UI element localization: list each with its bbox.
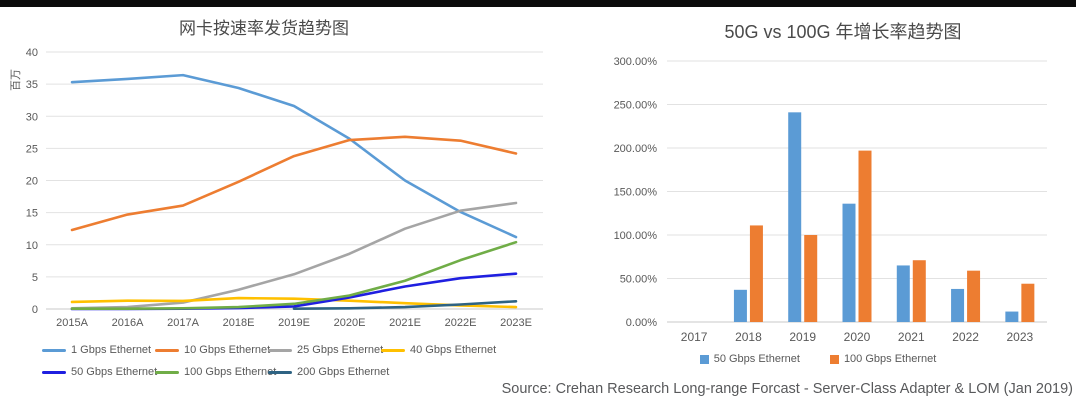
x-tick-label: 2022E xyxy=(445,317,477,329)
legend-swatch-icon xyxy=(699,354,709,364)
legend-swatch-icon xyxy=(381,348,405,352)
y-axis-title: 百万 xyxy=(10,69,22,91)
legend-label: 10 Gbps Ethernet xyxy=(184,344,271,356)
x-tick-label: 2017 xyxy=(681,330,708,344)
legend-item-100-gbps-ethernet: 100 Gbps Ethernet xyxy=(155,366,276,378)
series-line-100-gbps-ethernet xyxy=(70,240,518,310)
legend-item-200-gbps-ethernet: 200 Gbps Ethernet xyxy=(268,366,389,378)
y-tick-label: 150.00% xyxy=(614,187,658,199)
y-tick-label: 5 xyxy=(32,272,38,284)
legend-item-100-gbps-ethernet: 100 Gbps Ethernet xyxy=(829,353,937,365)
x-tick-label: 2021 xyxy=(898,330,925,344)
x-tick-label: 2020E xyxy=(334,317,366,329)
legend-swatch-icon xyxy=(155,370,179,374)
legend-item-1-gbps-ethernet: 1 Gbps Ethernet xyxy=(42,344,151,356)
bar-2021-50-gbps-ethernet xyxy=(896,265,910,322)
bar-chart-title: 50G vs 100G 年增长率趋势图 xyxy=(724,22,962,42)
bar-2021-100-gbps-ethernet xyxy=(912,260,926,322)
line-chart-plot: 0 5 10 15 20 25 30 35 40 百万 2015A 2016A 2017A 2018E 20… xyxy=(10,47,543,329)
legend-label: 100 Gbps Ethernet xyxy=(184,366,277,378)
line-chart-title: 网卡按速率发货趋势图 xyxy=(179,19,349,38)
series-line-25-gbps-ethernet xyxy=(70,201,518,310)
x-tick-label: 2015A xyxy=(56,317,88,329)
bar-2023-100-gbps-ethernet xyxy=(1021,283,1035,322)
y-tick-label: 35 xyxy=(26,79,38,91)
legend-swatch-icon xyxy=(155,348,179,352)
y-tick-label: 40 xyxy=(26,47,38,59)
x-tick-label: 2019E xyxy=(278,317,310,329)
series-line-1-gbps-ethernet xyxy=(70,73,518,239)
x-tick-label: 2023E xyxy=(500,317,532,329)
x-tick-label: 2020 xyxy=(844,330,871,344)
y-tick-label: 10 xyxy=(26,240,38,252)
legend-item-10-gbps-ethernet: 10 Gbps Ethernet xyxy=(155,344,270,356)
legend-label: 1 Gbps Ethernet xyxy=(71,344,152,356)
legend-swatch-icon xyxy=(42,370,66,374)
legend-swatch-icon xyxy=(829,354,839,364)
y-tick-label: 15 xyxy=(26,208,38,220)
y-tick-label: 250.00% xyxy=(614,100,658,112)
x-tick-label: 2022 xyxy=(952,330,979,344)
legend-label: 25 Gbps Ethernet xyxy=(297,344,384,356)
legend-swatch-icon xyxy=(268,348,292,352)
x-tick-label: 2016A xyxy=(112,317,144,329)
y-tick-label: 200.00% xyxy=(614,143,658,155)
bar-chart-legend: 50 Gbps Ethernet 100 Gbps Ethernet xyxy=(560,353,1076,365)
y-tick-label: 0.00% xyxy=(626,317,657,329)
bar-2020-50-gbps-ethernet xyxy=(842,203,856,322)
legend-item-50-gbps-ethernet: 50 Gbps Ethernet xyxy=(42,366,157,378)
y-tick-label: 300.00% xyxy=(614,56,658,68)
legend-label: 100 Gbps Ethernet xyxy=(843,353,937,365)
top-black-bar xyxy=(0,0,1076,7)
bar-2020-100-gbps-ethernet xyxy=(858,150,872,322)
bar-2022-50-gbps-ethernet xyxy=(951,288,965,322)
legend-item-50-gbps-ethernet: 50 Gbps Ethernet xyxy=(699,353,800,365)
y-tick-label: 20 xyxy=(26,176,38,188)
bar-chart-plot: 0.00% 50.00% 100.00% 150.00% 200.00% 250.00% 3… xyxy=(614,56,1047,344)
legend-label: 50 Gbps Ethernet xyxy=(71,366,158,378)
x-tick-label: 2023 xyxy=(1007,330,1034,344)
y-tick-label: 30 xyxy=(26,111,38,123)
bar-2018-100-gbps-ethernet xyxy=(749,225,763,322)
x-tick-label: 2018 xyxy=(735,330,762,344)
legend-swatch-icon xyxy=(42,348,66,352)
y-tick-label: 100.00% xyxy=(614,230,658,242)
x-tick-label: 2017A xyxy=(167,317,199,329)
x-tick-label: 2021E xyxy=(389,317,421,329)
legend-item-25-gbps-ethernet: 25 Gbps Ethernet xyxy=(268,344,383,356)
source-note: Source: Crehan Research Long-range Forca… xyxy=(501,381,1073,397)
y-tick-label: 25 xyxy=(26,143,38,155)
bar-2019-50-gbps-ethernet xyxy=(788,112,802,322)
series-line-10-gbps-ethernet xyxy=(70,135,518,232)
legend-label: 200 Gbps Ethernet xyxy=(297,366,390,378)
x-tick-label: 2018E xyxy=(223,317,255,329)
bar-2023-50-gbps-ethernet xyxy=(1005,311,1019,322)
x-tick-label: 2019 xyxy=(789,330,816,344)
legend-swatch-icon xyxy=(268,370,292,374)
y-tick-label: 0 xyxy=(32,304,38,316)
legend-label: 40 Gbps Ethernet xyxy=(410,344,497,356)
line-chart-legend: 1 Gbps Ethernet 10 Gbps Ethernet 25 Gbps E… xyxy=(0,344,560,388)
bar-2018-50-gbps-ethernet xyxy=(733,289,747,322)
bar-2022-100-gbps-ethernet xyxy=(967,270,981,322)
y-tick-label: 50.00% xyxy=(620,274,658,286)
bar-2019-100-gbps-ethernet xyxy=(804,235,818,322)
series-line-200-gbps-ethernet xyxy=(292,299,518,310)
legend-item-40-gbps-ethernet: 40 Gbps Ethernet xyxy=(381,344,496,356)
legend-label: 50 Gbps Ethernet xyxy=(713,353,800,365)
